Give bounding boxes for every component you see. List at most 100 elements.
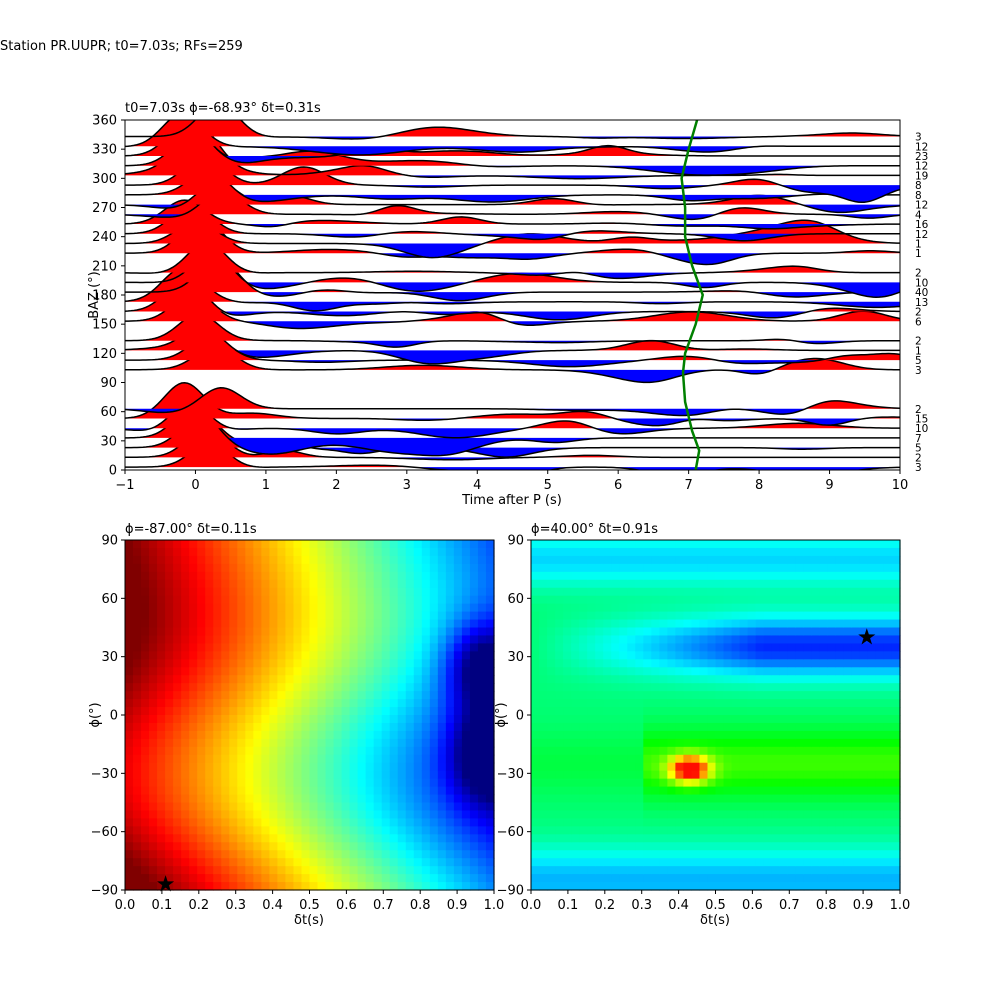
- y-tick-label: 90: [507, 534, 524, 549]
- energy-map-right-image: [531, 540, 901, 891]
- x-tick-label: −1: [115, 478, 134, 493]
- rf-trace-negative-fill: [125, 292, 900, 301]
- x-tick-label: 0.7: [779, 898, 800, 913]
- rf-trace-line: [125, 292, 900, 330]
- rf-count-label: 10: [915, 423, 928, 435]
- x-tick-label: 6: [614, 478, 622, 493]
- x-tick-label: 0.8: [410, 898, 431, 913]
- rf-count-label: 7: [915, 433, 922, 445]
- rf-trace-positive-fill: [125, 123, 900, 156]
- rf-count-label: 12: [915, 229, 928, 241]
- y-tick-label: 30: [507, 650, 524, 665]
- rf-trace-line: [125, 442, 900, 470]
- rf-trace-line: [125, 120, 900, 140]
- rf-trace-line: [125, 122, 900, 164]
- rf-trace-positive-fill: [125, 120, 900, 147]
- rf-trace-line: [125, 326, 900, 365]
- y-tick-label: 120: [92, 347, 117, 362]
- energy-map-right-ylabel: ϕ(°): [494, 702, 509, 727]
- y-tick-label: 30: [101, 650, 118, 665]
- energy-map-left-y-ticks: −90 −60 −30 0 30 60 90: [91, 534, 125, 899]
- rf-count-label: 5: [915, 443, 922, 455]
- rf-count-labels: 3257101523512621340102111216412881912231…: [915, 132, 929, 475]
- rf-trace-negative-fill: [125, 224, 900, 229]
- rf-trace-negative-fill: [125, 301, 900, 311]
- rf-count-label: 12: [915, 141, 928, 153]
- y-tick-label: 240: [92, 230, 117, 245]
- x-tick-label: 0.0: [115, 898, 136, 913]
- y-tick-label: 60: [507, 592, 524, 607]
- rf-count-label: 6: [915, 316, 922, 328]
- rf-trace-negative-fill: [125, 282, 900, 298]
- rf-trace-line: [125, 335, 900, 368]
- rf-trace-positive-fill: [125, 293, 900, 322]
- x-tick-label: 10: [892, 478, 909, 493]
- x-tick-label: 0: [191, 478, 199, 493]
- y-tick-label: 300: [92, 172, 117, 187]
- rf-trace-line: [125, 190, 900, 221]
- rf-trace-negative-fill: [125, 321, 900, 329]
- x-tick-label: 0.4: [262, 898, 283, 913]
- rf-traces: [125, 120, 900, 470]
- rf-count-label: 1: [915, 248, 922, 260]
- x-tick-label: 4: [473, 478, 481, 493]
- rf-count-label: 2: [915, 336, 922, 348]
- rf-trace-negative-fill: [125, 408, 900, 416]
- rf-count-label: 40: [915, 287, 928, 299]
- x-tick-label: 0.0: [521, 898, 542, 913]
- rf-trace-negative-fill: [125, 418, 900, 426]
- y-tick-label: 90: [101, 534, 118, 549]
- x-tick-label: 0.6: [742, 898, 763, 913]
- best-fit-star: [157, 875, 175, 892]
- x-tick-label: 3: [403, 478, 411, 493]
- rf-count-label: 15: [915, 413, 928, 425]
- x-tick-label: 1: [262, 478, 270, 493]
- rf-trace-positive-fill: [125, 387, 900, 409]
- rf-count-label: 10: [915, 277, 928, 289]
- x-tick-label: 0.1: [558, 898, 579, 913]
- rf-trace-positive-fill: [125, 204, 900, 234]
- rf-count-label: 16: [915, 219, 929, 231]
- rf-trace-line: [125, 402, 900, 439]
- rf-trace-line: [125, 125, 900, 180]
- rf-trace-line: [125, 258, 900, 302]
- rf-count-label: 2: [915, 404, 922, 416]
- rf-count-label: 5: [915, 355, 922, 367]
- t0-curve: [680, 120, 705, 470]
- energy-map-left-title: ϕ=-87.00° δt=0.11s: [125, 522, 257, 537]
- x-tick-label: 0.3: [225, 898, 246, 913]
- y-tick-label: −90: [91, 884, 118, 899]
- rf-trace-line: [125, 169, 900, 203]
- rf-count-label: 8: [915, 190, 922, 202]
- rf-trace-line: [125, 387, 900, 417]
- rf-count-label: 2: [915, 268, 922, 280]
- rf-trace-positive-fill: [125, 156, 900, 186]
- rf-trace-positive-fill: [125, 253, 900, 283]
- rf-trace-line: [125, 216, 900, 266]
- rf-panel: −1 0 1 2 3 4 5 6 7 8 9 10 0306090120150180210240270…: [87, 101, 929, 508]
- energy-map-left-ylabel: ϕ(°): [88, 702, 103, 727]
- y-tick-label: −30: [497, 767, 524, 782]
- rf-trace-negative-fill: [125, 185, 900, 203]
- energy-map-left-x-ticks: 0.0 0.1 0.2 0.3 0.4 0.5 0.6 0.7 0.8 0.9 1.0: [115, 890, 504, 913]
- rf-trace-line: [125, 199, 900, 230]
- x-tick-label: 0.2: [188, 898, 209, 913]
- y-tick-label: 60: [100, 405, 117, 420]
- energy-map-left-image: [125, 540, 495, 892]
- x-tick-label: 0.4: [668, 898, 689, 913]
- rf-trace-positive-fill: [125, 259, 900, 293]
- energy-map-left: 0.0 0.1 0.2 0.3 0.4 0.5 0.6 0.7 0.8 0.9 1.0 −90 −60…: [88, 522, 504, 928]
- rf-trace-negative-fill: [125, 194, 900, 203]
- energy-map-right-x-ticks: 0.0 0.1 0.2 0.3 0.4 0.5 0.6 0.7 0.8 0.9 1.0: [521, 890, 910, 913]
- y-tick-label: 90: [100, 376, 117, 391]
- x-tick-label: 0.2: [594, 898, 615, 913]
- x-tick-label: 7: [684, 478, 692, 493]
- x-tick-label: 0.9: [853, 898, 874, 913]
- y-tick-label: −30: [91, 767, 118, 782]
- x-tick-label: 2: [332, 478, 340, 493]
- rf-trace-negative-fill: [125, 214, 900, 220]
- rf-trace-negative-fill: [125, 165, 900, 176]
- rf-trace-positive-fill: [125, 314, 900, 341]
- rf-trace-negative-fill: [125, 146, 900, 155]
- rf-count-label: 4: [915, 209, 922, 221]
